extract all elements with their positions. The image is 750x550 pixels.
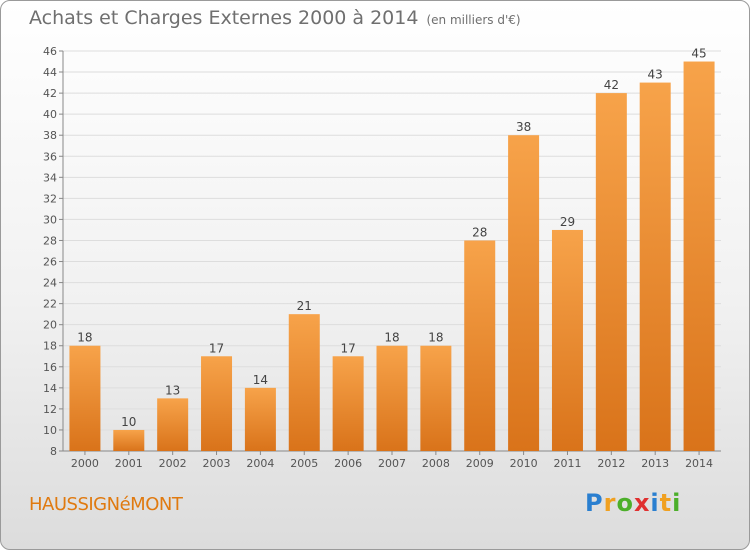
bar (376, 345, 408, 451)
data-labels: 18 10 13 17 14 21 17 18 18 28 38 29 42 43 45 (77, 47, 706, 429)
y-tick-label: 30 (43, 213, 57, 226)
x-tick-label: 2009 (466, 457, 494, 470)
bar-value-label: 38 (516, 120, 531, 134)
bar-value-label: 21 (297, 299, 312, 313)
y-tick-label: 32 (43, 192, 57, 205)
bar (551, 229, 583, 451)
x-tick-label: 2005 (290, 457, 318, 470)
bar-value-label: 29 (560, 215, 575, 229)
bar (244, 387, 276, 451)
bar (288, 314, 320, 451)
bar-value-label: 17 (340, 341, 355, 355)
y-tick-label: 8 (50, 445, 57, 458)
x-tick-label: 2014 (685, 457, 713, 470)
y-tick-label: 14 (43, 382, 57, 395)
logo-letter: r (603, 489, 617, 517)
bar (69, 345, 101, 451)
chart-title-block: Achats et Charges Externes 2000 à 2014 (e… (29, 7, 521, 29)
chart-title: Achats et Charges Externes 2000 à 2014 (29, 7, 419, 29)
x-tick-label: 2000 (71, 457, 99, 470)
bar-value-label: 14 (253, 373, 268, 387)
proxiti-logo[interactable]: Proxiti (585, 489, 681, 517)
y-tick-label: 18 (43, 340, 57, 353)
bar-value-label: 45 (691, 47, 706, 61)
bar-value-label: 18 (77, 331, 92, 345)
x-tick-label: 2003 (203, 457, 231, 470)
y-tick-label: 22 (43, 298, 57, 311)
bar (508, 135, 540, 452)
logo-letter: i (650, 489, 660, 517)
x-tick-label: 2011 (553, 457, 581, 470)
bar-value-label: 17 (209, 341, 224, 355)
y-tick-label: 10 (43, 424, 57, 437)
y-tick-label: 26 (43, 256, 57, 269)
bar (113, 429, 145, 451)
bar-value-label: 18 (428, 331, 443, 345)
bar (639, 82, 671, 451)
bar-value-label: 28 (472, 225, 487, 239)
bar (157, 398, 189, 451)
bar (332, 356, 364, 451)
bar (420, 345, 452, 451)
y-tick-label: 40 (43, 108, 57, 121)
logo-letter: o (616, 489, 634, 517)
bar-value-label: 43 (648, 68, 663, 82)
bar-value-label: 10 (121, 415, 136, 429)
y-tick-label: 42 (43, 87, 57, 100)
y-tick-label: 12 (43, 403, 57, 416)
logo-letter: i (672, 489, 682, 517)
bar (683, 61, 715, 452)
y-tick-label: 20 (43, 319, 57, 332)
logo-letter: t (659, 489, 673, 517)
bar (595, 93, 627, 452)
y-tick-label: 36 (43, 150, 57, 163)
bar-value-label: 13 (165, 383, 180, 397)
bars (69, 61, 715, 452)
x-tick-label: 2010 (510, 457, 538, 470)
x-tick-label: 2001 (115, 457, 143, 470)
x-tick-label: 2006 (334, 457, 362, 470)
x-tick-label: 2012 (597, 457, 625, 470)
x-tick-label: 2002 (159, 457, 187, 470)
y-tick-label: 24 (43, 277, 57, 290)
y-tick-label: 28 (43, 234, 57, 247)
tick-labels: 8 10 12 14 16 18 20 22 24 26 28 30 32 34 36 38 40 42 44 46 2… (43, 45, 713, 470)
y-tick-label: 46 (43, 45, 57, 58)
y-tick-label: 34 (43, 171, 57, 184)
x-tick-label: 2008 (422, 457, 450, 470)
logo-letter: P (585, 489, 604, 517)
x-tick-label: 2004 (246, 457, 274, 470)
bar-value-label: 18 (384, 331, 399, 345)
chart-subtitle: (en milliers d'€) (426, 13, 521, 27)
bar (464, 240, 496, 451)
commune-name: HAUSSIGNéMONT (29, 494, 183, 515)
bar (201, 356, 233, 451)
x-tick-label: 2007 (378, 457, 406, 470)
y-tick-label: 44 (43, 66, 57, 79)
y-tick-label: 38 (43, 129, 57, 142)
y-tick-label: 16 (43, 361, 57, 374)
logo-letter: x (633, 489, 651, 517)
x-tick-label: 2013 (641, 457, 669, 470)
bar-value-label: 42 (604, 78, 619, 92)
